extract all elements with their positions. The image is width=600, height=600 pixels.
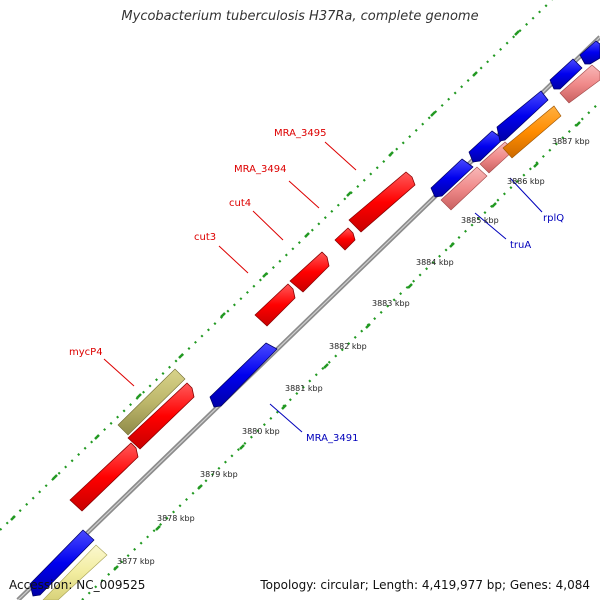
forward-strand-genes [69,171,416,512]
tick-label-3881: 3881 kbp [285,384,323,393]
gene-label-truA[interactable]: truA [510,240,531,251]
reverse-gene-labels: MRA_3491 truA rplQ [306,213,564,444]
gene-feature-truA[interactable] [440,166,488,211]
gene-feature-reverse-5[interactable] [579,40,600,65]
forward-label-leaders [103,141,357,387]
gene-label-mycP4[interactable]: mycP4 [69,347,103,358]
inner-major-ticks [113,121,581,571]
gene-feature-MRA_3494[interactable] [334,227,356,251]
forward-gene-labels: mycP4 cut3 cut4 MRA_3494 MRA_3495 [69,128,326,358]
gene-feature-rplQ[interactable] [502,105,562,159]
gene-label-MRA_3494[interactable]: MRA_3494 [234,164,286,175]
gene-feature-pink-3[interactable] [559,64,600,104]
gene-feature-reverse-4[interactable] [549,58,583,90]
tick-label-3880: 3880 kbp [242,427,280,436]
tick-label-3878: 3878 kbp [157,514,195,523]
reverse-label-leaders [269,177,543,433]
gene-label-cut4[interactable]: cut4 [229,198,251,209]
tick-label-3877: 3877 kbp [117,557,155,566]
gene-feature-reverse-1[interactable] [430,158,474,198]
outer-major-ticks [10,30,520,521]
tick-label-3884: 3884 kbp [416,258,454,267]
gene-feature-reverse-bottom[interactable] [29,529,95,597]
tick-label-3882: 3882 kbp [329,342,367,351]
kbp-tick-labels: 3877 kbp 3878 kbp 3879 kbp 3880 kbp 3881… [117,137,590,566]
gene-label-MRA_3495[interactable]: MRA_3495 [274,128,326,139]
reverse-strand-genes [29,40,600,597]
tick-label-3887: 3887 kbp [552,137,590,146]
gene-feature-mycP4[interactable] [127,382,195,450]
gene-label-MRA_3491[interactable]: MRA_3491 [306,433,358,444]
map-title: Mycobacterium tuberculosis H37Ra, comple… [121,9,479,24]
olive-feature[interactable] [117,368,186,436]
tick-label-3883: 3883 kbp [372,299,410,308]
gene-feature-cut4[interactable] [289,251,330,293]
gene-label-rplQ[interactable]: rplQ [543,213,564,224]
tick-label-3885: 3885 kbp [461,216,499,225]
pale-yellow-feature[interactable] [42,544,108,600]
gene-feature-cut3[interactable] [254,283,296,327]
accession-text: Accession: NC_009525 [9,578,146,592]
gene-feature-MRA_3495[interactable] [348,171,416,233]
outer-dotted-guide [0,0,553,531]
genome-summary-text: Topology: circular; Length: 4,419,977 bp… [260,578,590,592]
gene-feature-MRA_3491[interactable] [209,342,278,408]
gene-feature-reverse-2[interactable] [468,130,504,163]
tick-label-3886: 3886 kbp [507,177,545,186]
gene-label-cut3[interactable]: cut3 [194,232,216,243]
gene-feature-reverse-3[interactable] [496,90,549,142]
gene-feature-forward[interactable] [69,442,139,512]
tick-label-3879: 3879 kbp [200,470,238,479]
